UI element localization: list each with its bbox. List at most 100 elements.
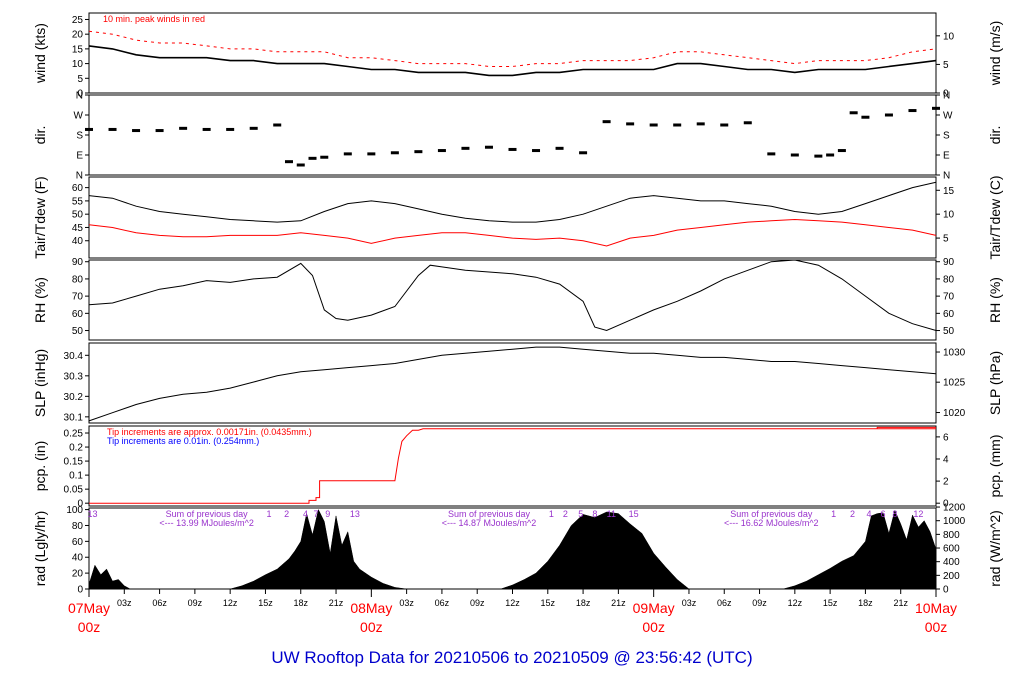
dir-point: [696, 122, 705, 126]
panel-wind: 0 5 10 15 20 25 0 5 10 wind (kts) wind (m/s) 10 min…: [32, 12, 1003, 100]
rad-hour-mark: 15: [629, 509, 639, 519]
y-axis-label-right: pcp. (mm): [987, 435, 1003, 498]
x-axis: 03z 06z 09z 12z 15z 18z 21z 03z 06z 09z 12z 15z 18z 2…: [68, 589, 957, 635]
rad-hour-mark: 4: [866, 509, 871, 519]
x-tick-label: 18z: [858, 598, 873, 608]
x-tick-label: 03z: [399, 598, 414, 608]
y-axis-label-right: SLP (hPa): [987, 351, 1003, 415]
dir-point: [155, 129, 164, 133]
rad-hour-mark: 1: [549, 509, 554, 519]
x-tick-label: 03z: [682, 598, 697, 608]
rad-hour-mark: 1: [831, 509, 836, 519]
dir-point: [390, 151, 399, 155]
y-tick-label-right: S: [943, 131, 950, 142]
y-tick-label: 25: [72, 15, 84, 26]
dir-point: [320, 155, 329, 159]
dir-point: [861, 115, 870, 119]
rad-hour-mark: 8: [892, 509, 897, 519]
page-title: UW Rooftop Data for 20210506 to 20210509…: [271, 648, 753, 667]
x-tick-label: 09z: [752, 598, 767, 608]
x-date-label: 08May: [350, 600, 392, 616]
dir-point: [202, 127, 211, 131]
dir-point: [343, 152, 352, 156]
x-tick-label: 09z: [188, 598, 203, 608]
y-tick-label-right: 400: [943, 557, 960, 568]
dir-point: [132, 129, 141, 133]
dir-point: [249, 126, 258, 130]
y-tick-label: 30.1: [64, 412, 84, 423]
dir-point: [837, 149, 846, 153]
y-tick-label: 60: [72, 309, 84, 320]
y-tick-label-right: 0: [943, 499, 949, 510]
y-tick-label: N: [76, 91, 83, 102]
series-line-peak: [88, 30, 937, 67]
dir-point: [743, 121, 752, 125]
dir-point: [179, 126, 188, 130]
x-tick-label: 06z: [152, 598, 167, 608]
rad-hour-mark: 2: [563, 509, 568, 519]
y-tick-label-right: 600: [943, 544, 960, 555]
panel-frame: [88, 94, 937, 176]
y-tick-label-right: 800: [943, 530, 960, 541]
x-tick-label: 18z: [293, 598, 308, 608]
y-tick-label-right: 2: [943, 477, 949, 488]
wind-annotation: 10 min. peak winds in red: [103, 14, 205, 24]
y-tick-label: 80: [72, 274, 84, 285]
y-tick-label: 0: [77, 499, 83, 510]
dir-point: [284, 160, 293, 164]
y-tick-label: 55: [72, 196, 84, 207]
dir-point: [226, 127, 235, 131]
y-tick-label: 30.3: [64, 371, 84, 382]
rad-day-note: Sum of previous day: [730, 509, 813, 519]
y-tick-label-right: 0: [943, 89, 949, 100]
y-tick-label: 70: [72, 292, 84, 303]
y-tick-label: 30.4: [64, 351, 84, 362]
dir-point: [602, 120, 611, 124]
x-tick-label: 12z: [788, 598, 803, 608]
x-date-label: 07May: [68, 600, 110, 616]
series-line-rh: [88, 259, 937, 332]
y-tick-label-right: 10: [943, 210, 955, 221]
y-tick-label: 30.2: [64, 392, 84, 403]
rad-hour-mark: 12: [913, 509, 923, 519]
y-tick-label-right: 60: [943, 309, 955, 320]
dir-point: [437, 149, 446, 153]
y-tick-label: 40: [72, 236, 84, 247]
series-line-Tair: [88, 181, 937, 223]
y-tick-label: 0.05: [64, 485, 84, 496]
y-tick-label: 5: [77, 74, 83, 85]
dir-point: [649, 123, 658, 127]
y-axis-label: SLP (inHg): [32, 349, 48, 417]
rad-day-note: Sum of previous day: [448, 509, 531, 519]
y-tick-label-right: 6: [943, 432, 949, 443]
y-tick-label-right: 1000: [943, 516, 966, 527]
x-tick-label: 09z: [470, 598, 485, 608]
y-tick-label-right: W: [943, 111, 953, 122]
pcp-note: Tip increments are approx. 0.00171in. (0…: [107, 427, 312, 437]
y-tick-label-right: 15: [943, 186, 955, 197]
rad-area: [88, 508, 937, 590]
y-tick-label-right: 0: [943, 585, 949, 596]
y-axis-label-right: rad (W/m^2): [987, 510, 1003, 587]
rad-hour-mark: 5: [578, 509, 583, 519]
y-axis-label-right: Tair/Tdew (C): [987, 175, 1003, 259]
y-axis-label: RH (%): [32, 277, 48, 323]
rad-hour-mark: 9: [325, 509, 330, 519]
rad-hour-mark: 13: [88, 509, 98, 519]
y-axis-label: rad (Lgly/hr): [32, 511, 48, 586]
x-tick-label: 03z: [117, 598, 132, 608]
y-tick-label: 10: [72, 59, 84, 70]
y-tick-label-right: 1025: [943, 378, 966, 389]
y-tick-label: 0: [77, 585, 83, 596]
rad-hour-mark: 4: [303, 509, 308, 519]
y-tick-label-right: 4: [943, 454, 949, 465]
dir-point: [85, 127, 93, 131]
panel-slp: 30.1 30.2 30.3 30.4 1020 1025 1030 SLP (inHg) SL…: [32, 342, 1003, 424]
dir-point: [108, 127, 117, 131]
dir-point: [626, 122, 635, 126]
rad-day-note: Sum of previous day: [166, 509, 249, 519]
series-line-tipping-late: [876, 426, 936, 429]
x-tick-label: 21z: [611, 598, 626, 608]
y-tick-label-right: 1030: [943, 348, 966, 359]
